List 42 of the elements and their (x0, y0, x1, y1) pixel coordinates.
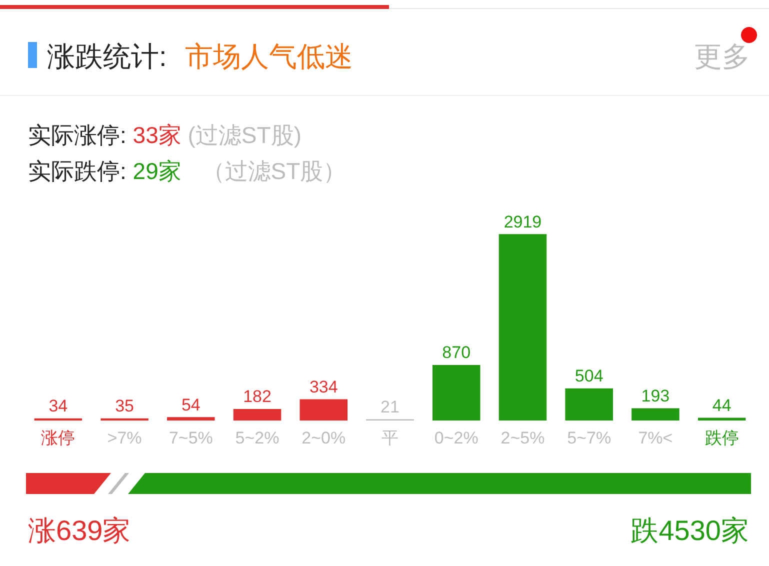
bar (632, 408, 680, 421)
text: 跌4530家 (630, 514, 749, 548)
x-tick-label: 2~5% (500, 428, 545, 448)
bar (498, 234, 547, 421)
bar (167, 417, 215, 421)
x-tick-label: 7%< (638, 428, 673, 448)
data-label: 44 (712, 396, 732, 415)
text: 涨639家 (28, 514, 131, 548)
bar (300, 399, 348, 421)
x-tick-label: 5~7% (567, 428, 612, 448)
text: 33家 (132, 122, 182, 148)
text: 实际涨停: (28, 122, 126, 148)
x-tick-label: 平 (382, 428, 398, 448)
text: 实际跌停: (28, 158, 126, 184)
bar (565, 388, 613, 421)
bar (34, 418, 82, 421)
x-tick-label: 7~5% (168, 428, 213, 448)
x-tick-label: 5~2% (235, 428, 280, 448)
chart-subtitle: 市场人气低迷 (184, 41, 353, 72)
data-label: 870 (442, 343, 471, 362)
x-tick-label: 跌停 (704, 428, 739, 448)
data-label: 182 (243, 387, 272, 406)
text: 更多 (694, 40, 750, 74)
data-label: 504 (574, 366, 604, 386)
text: 29家 (132, 158, 182, 184)
data-label: 35 (115, 396, 134, 416)
data-label: 21 (380, 397, 400, 416)
data-label: 334 (309, 377, 338, 396)
x-tick-label: 涨停 (41, 428, 76, 448)
x-tick-label: 0~2% (434, 428, 478, 448)
data-label: 34 (48, 396, 68, 416)
bar (100, 418, 148, 421)
text: （过滤ST股） (202, 158, 346, 184)
data-label: 2919 (504, 212, 542, 232)
bar (432, 365, 480, 421)
text: (过滤ST股) (188, 122, 302, 148)
bar (233, 408, 282, 421)
data-label: 54 (181, 395, 200, 414)
x-tick-label: 2~0% (302, 428, 346, 448)
data-label: 193 (641, 386, 670, 406)
x-tick-label: >7% (107, 428, 142, 448)
chart-title: 涨跌统计: (47, 41, 167, 72)
